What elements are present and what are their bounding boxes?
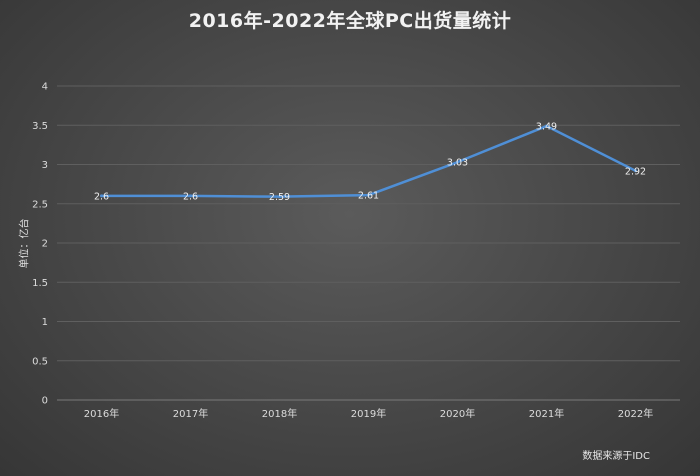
y-tick-label: 0 bbox=[42, 396, 48, 407]
data-label: 2.6 bbox=[183, 191, 198, 202]
data-point bbox=[278, 195, 281, 199]
data-label: 2.59 bbox=[269, 192, 290, 203]
y-tick-label: 4 bbox=[42, 82, 48, 93]
x-tick-label: 2020年 bbox=[440, 407, 475, 420]
y-tick-label: 2 bbox=[42, 239, 48, 250]
y-tick-label: 0.5 bbox=[32, 356, 48, 367]
x-tick-label: 2016年 bbox=[84, 407, 119, 420]
y-tick-label: 3.5 bbox=[32, 121, 48, 132]
x-tick-label: 2021年 bbox=[529, 407, 564, 420]
data-point bbox=[367, 193, 370, 197]
data-point bbox=[189, 194, 192, 198]
data-point bbox=[545, 124, 548, 128]
x-tick-label: 2019年 bbox=[351, 407, 386, 420]
data-label: 3.03 bbox=[447, 158, 468, 169]
data-label: 2.6 bbox=[94, 191, 109, 202]
data-point bbox=[634, 169, 637, 173]
series-line bbox=[100, 124, 637, 198]
x-tick-label: 2017年 bbox=[173, 407, 208, 420]
data-point bbox=[456, 160, 459, 164]
y-tick-label: 3 bbox=[42, 160, 48, 171]
source-note: 数据来源于IDC bbox=[582, 451, 650, 462]
x-tick-label: 2022年 bbox=[618, 407, 653, 420]
y-tick-label: 2.5 bbox=[32, 199, 48, 210]
y-tick-label: 1 bbox=[42, 317, 48, 328]
data-label: 2.61 bbox=[358, 191, 379, 202]
x-tick-label: 2018年 bbox=[262, 407, 297, 420]
chart-title: 2016年-2022年全球PC出货量统计 bbox=[188, 10, 512, 32]
data-label: 3.49 bbox=[536, 122, 557, 133]
data-point bbox=[100, 194, 103, 198]
data-label: 2.92 bbox=[625, 166, 646, 177]
y-tick-label: 1.5 bbox=[32, 278, 48, 289]
